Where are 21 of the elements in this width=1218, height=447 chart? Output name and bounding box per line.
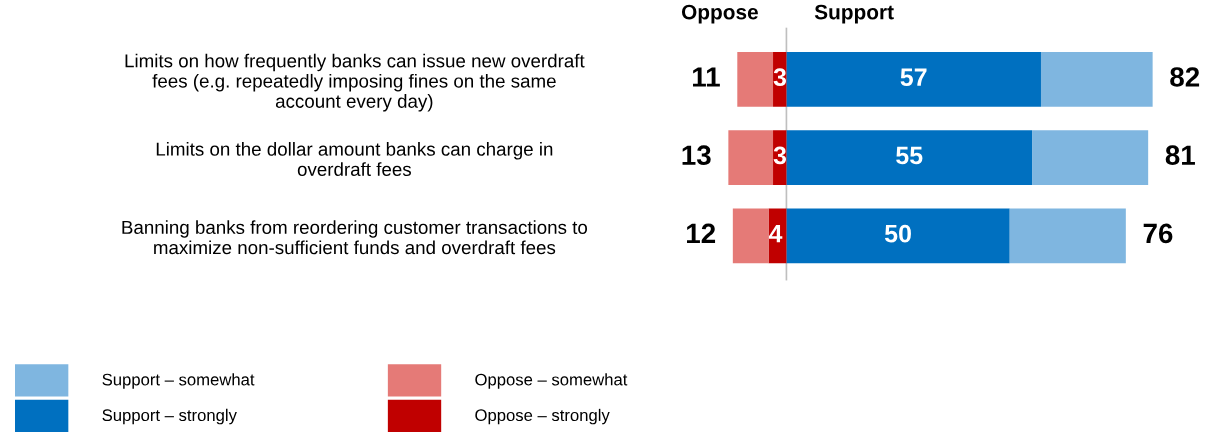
annotation: 82 [1170, 67, 1200, 87]
data-label: 50 [884, 224, 911, 243]
y-tick-label: Banning banks from reordering customer transactions to maximize non-sufficient funds and overdraft fees [122, 220, 588, 255]
legend-label: Support – somewhat [102, 373, 255, 389]
annotation: 76 [1143, 223, 1173, 244]
annotation: 81 [1165, 145, 1195, 166]
data-label: 57 [900, 68, 927, 87]
annotation: 3 [773, 68, 787, 87]
y-tick-label: Limits on the dollar amount banks can charge in overdraft fees [156, 142, 553, 176]
annotation: 4 [768, 225, 783, 243]
data-label: 55 [896, 146, 923, 165]
y-tick-label: Limits on how frequently banks can issue new overdraft fees (e.g. repeatedly imposing fines on the same account every day) [125, 53, 585, 112]
legend-label: Support – strongly [102, 408, 237, 425]
annotation: 12 [687, 223, 716, 243]
annotation: 11 [693, 67, 720, 87]
annotation: 13 [682, 145, 711, 166]
annotation: 3 [773, 146, 787, 165]
text: Support [814, 4, 894, 24]
legend-label: Oppose – somewhat [475, 373, 628, 389]
text: Oppose [681, 4, 758, 24]
legend-label: Oppose – strongly [475, 408, 610, 425]
